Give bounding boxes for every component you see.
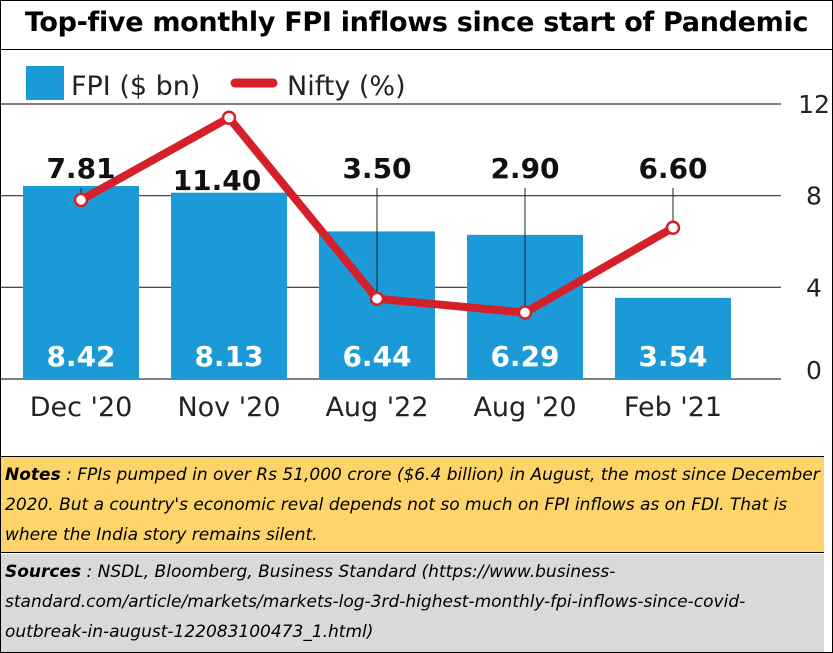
line-value-label: 3.50 <box>342 152 411 185</box>
title-divider <box>1 49 832 50</box>
chart-title: Top-five monthly FPI inflows since start… <box>24 7 809 38</box>
notes-label: Notes <box>5 465 61 485</box>
legend-nifty-label: Nifty (%) <box>287 71 406 102</box>
nifty-point <box>369 291 385 307</box>
y-tick-label: 12 <box>798 90 830 119</box>
y-tick-label: 0 <box>806 356 822 385</box>
nifty-point <box>221 110 237 125</box>
y-tick-label: 4 <box>806 273 822 302</box>
x-tick-label: Feb '21 <box>624 392 722 423</box>
nifty-line <box>73 110 681 320</box>
bar-fpi <box>615 297 731 379</box>
x-tick-label: Dec '20 <box>30 392 133 423</box>
y-tick-label: 8 <box>806 182 822 211</box>
sources-box: Sources : NSDL, Bloomberg, Business Stan… <box>1 554 824 652</box>
nifty-point <box>517 305 533 320</box>
nifty-point <box>73 192 89 208</box>
line-labels: 7.81 11.40 3.50 2.90 6.60 <box>46 152 707 197</box>
x-tick-label: Aug '20 <box>473 392 576 423</box>
x-tick-label: Nov '20 <box>177 392 280 423</box>
nifty-point <box>665 220 681 235</box>
line-value-label: 2.90 <box>490 152 559 185</box>
bar-value-label: 6.44 <box>342 340 411 373</box>
sources-label: Sources <box>5 562 82 582</box>
x-tick-label: Aug '22 <box>325 392 428 423</box>
line-value-label: 11.40 <box>173 164 262 197</box>
bar-fpi <box>23 186 139 379</box>
notes-box: Notes : FPIs pumped in over Rs 51,000 cr… <box>1 456 824 553</box>
x-axis-labels: Dec '20 Nov '20 Aug '22 Aug '20 Feb '21 <box>30 392 722 423</box>
bar-value-label: 6.29 <box>490 340 559 373</box>
line-value-label: 7.81 <box>46 152 115 185</box>
bar-value-label: 3.54 <box>638 340 707 373</box>
line-value-label: 6.60 <box>638 152 707 185</box>
legend: FPI ($ bn) Nifty (%) <box>26 66 406 102</box>
legend-fpi-swatch <box>26 66 64 100</box>
bar-labels: 8.42 8.13 6.44 6.29 3.54 <box>46 340 707 373</box>
bar-fpi <box>171 192 287 379</box>
sources-text: : NSDL, Bloomberg, Business Standard (ht… <box>5 562 746 642</box>
notes-text: : FPIs pumped in over Rs 51,000 crore ($… <box>5 465 820 545</box>
chart: 8.42 8.13 6.44 6.29 3.54 7.81 11.40 3.50 2.90 6.… <box>1 66 830 423</box>
y-axis-ticks: 0 4 8 12 <box>798 90 830 385</box>
bar-value-label: 8.42 <box>46 340 115 373</box>
legend-fpi-label: FPI ($ bn) <box>71 71 200 102</box>
bar-value-label: 8.13 <box>194 340 263 373</box>
